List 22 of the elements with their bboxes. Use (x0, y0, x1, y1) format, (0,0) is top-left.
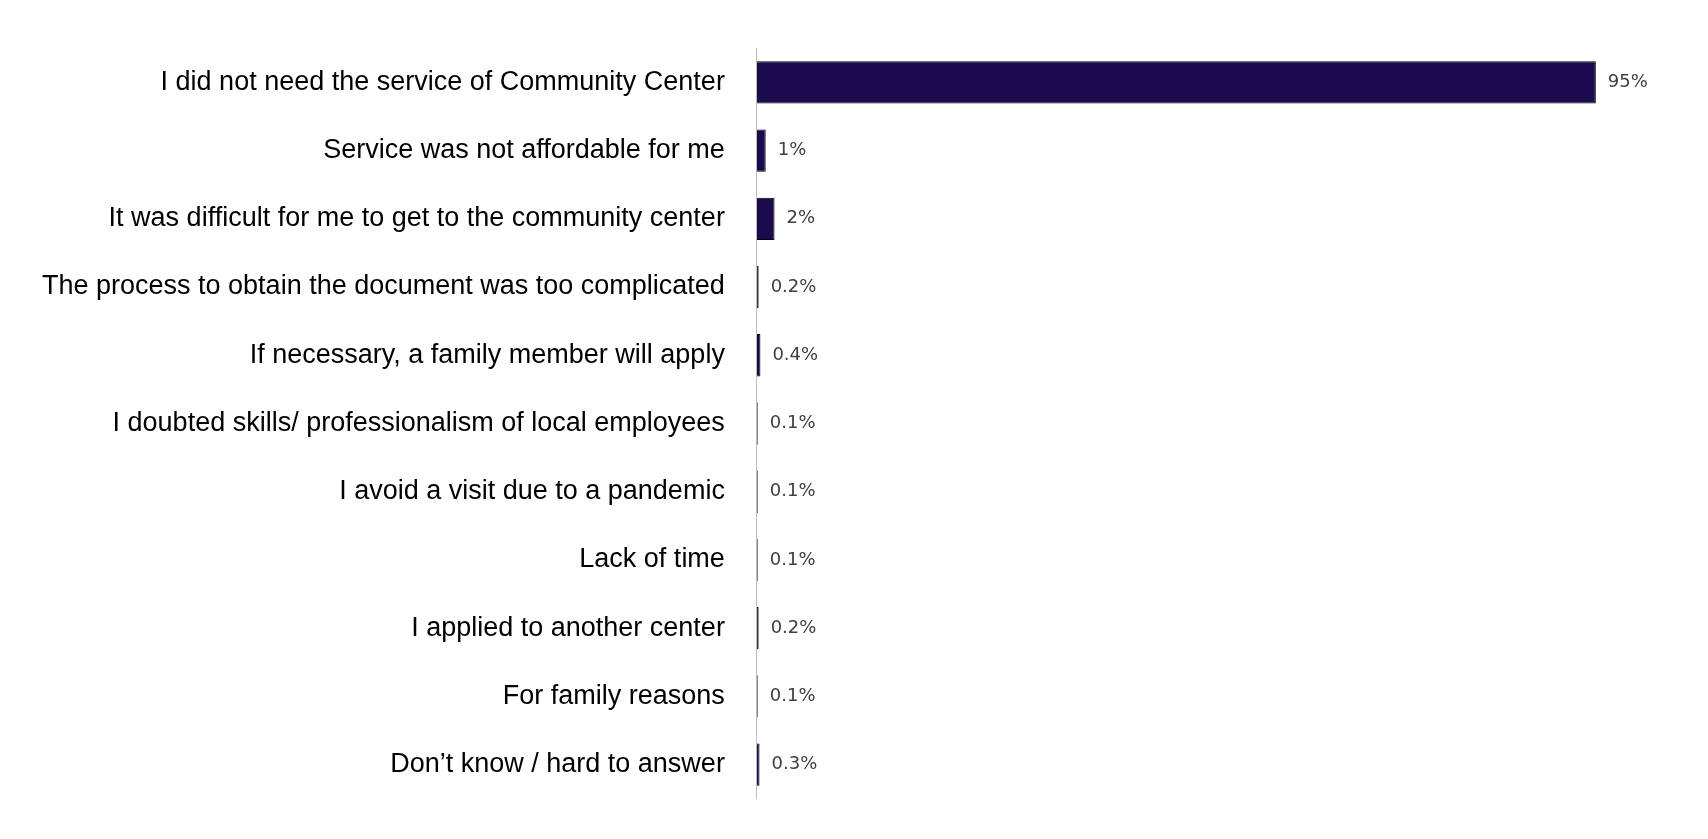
data-label: 0.1% (769, 411, 816, 433)
y-tick-label: I doubted skills/ professionalism of local employees (112, 406, 725, 437)
data-label: 0.2% (770, 274, 817, 296)
y-tick-label: For family reasons (502, 679, 725, 710)
y-tick-label: It was difficult for me to get to the community center (108, 202, 725, 233)
data-label: 0.2% (770, 615, 817, 637)
data-label: 0.3% (771, 752, 818, 774)
y-tick-label: I avoid a visit due to a pandemic (339, 475, 725, 506)
y-tick-label: Service was not affordable for me (323, 134, 725, 165)
y-tick-label: Lack of time (579, 543, 725, 574)
y-tick-label: The process to obtain the document was too complicated (41, 270, 725, 301)
data-label: 2% (786, 206, 816, 228)
data-label: 0.4% (772, 342, 819, 364)
data-label: 95% (1607, 69, 1648, 91)
y-tick-label: If necessary, a family member will apply (249, 338, 726, 369)
y-tick-label: Don’t know / hard to answer (390, 748, 725, 779)
data-label: 1% (777, 138, 807, 160)
data-label: 0.1% (769, 479, 816, 501)
y-tick-label: I did not need the service of Community Center (160, 65, 725, 96)
data-label: 0.1% (769, 684, 816, 706)
data-label: 0.1% (769, 547, 816, 569)
y-tick-label: I applied to another center (411, 611, 725, 642)
